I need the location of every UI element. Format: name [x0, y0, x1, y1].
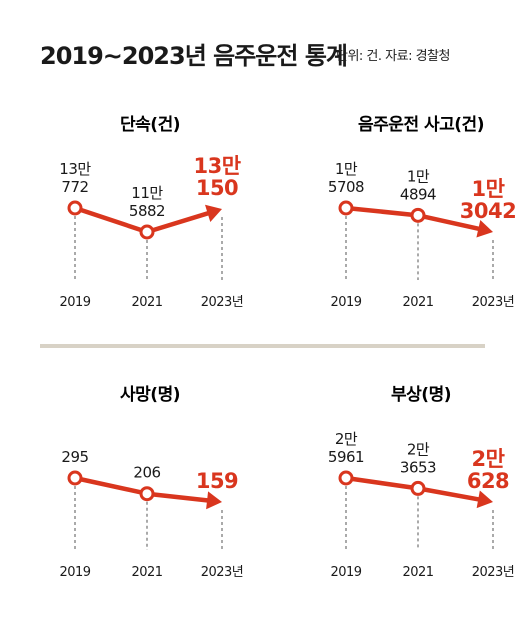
- x-tick-label: 2021: [131, 565, 162, 580]
- divider: [40, 344, 485, 348]
- value-label: 1만 3042: [460, 177, 516, 223]
- x-tick-label: 2023년: [201, 295, 244, 310]
- value-label-line: 206: [133, 464, 160, 482]
- value-label-line: 13만: [193, 154, 240, 178]
- data-point: [67, 200, 83, 216]
- value-label-line: 1만: [407, 167, 430, 185]
- value-label-line: 4894: [400, 185, 436, 203]
- value-label-line: 2만: [472, 447, 505, 471]
- x-tick-label: 2019: [59, 565, 90, 580]
- value-label-line: 150: [196, 176, 238, 200]
- arrow-head: [476, 219, 493, 238]
- panel-injuries: 부상(명) 2만 5961 2만 3653 2만 628 2019 2021 2023년: [265, 350, 530, 630]
- data-point: [338, 200, 354, 216]
- value-label-line: 1만: [335, 160, 358, 178]
- value-label-line: 13만: [59, 160, 91, 178]
- value-label: 206: [133, 464, 160, 482]
- x-tick-label: 2021: [402, 565, 433, 580]
- panel-title: 부상(명): [391, 385, 451, 405]
- panel-accidents: 음주운전 사고(건) 1만 5708 1만 4894 1만 3042 2019 2021 2023…: [265, 80, 530, 360]
- value-label: 2만 5961: [328, 430, 364, 466]
- value-label-line: 159: [196, 469, 238, 493]
- value-label-line: 2만: [335, 430, 358, 448]
- value-label: 2만 3653: [400, 440, 436, 476]
- arrow-head: [476, 490, 493, 509]
- value-label: 2만 628: [467, 447, 509, 493]
- value-label-line: 1만: [472, 177, 505, 201]
- data-point: [410, 207, 426, 223]
- x-tick-label: 2023년: [201, 565, 244, 580]
- value-label-line: 628: [467, 469, 509, 493]
- data-point: [139, 486, 155, 502]
- value-label-line: 5882: [129, 202, 165, 220]
- value-label: 1만 5708: [328, 160, 364, 196]
- value-label-line: 772: [61, 178, 88, 196]
- data-point: [338, 470, 354, 486]
- header: 2019~2023년 음주운전 통계 단위: 건. 자료: 경찰청: [0, 0, 530, 80]
- x-tick-label: 2019: [330, 295, 361, 310]
- x-tick-label: 2023년: [472, 565, 515, 580]
- value-label-line: 295: [61, 448, 88, 466]
- chart-title: 2019~2023년 음주운전 통계: [40, 42, 348, 70]
- value-label-line: 3653: [400, 458, 436, 476]
- value-label: 13만 772: [59, 160, 91, 196]
- data-point: [410, 480, 426, 496]
- arrow-head: [206, 491, 222, 510]
- value-label-line: 2만: [407, 440, 430, 458]
- chart-svg-deaths: 사망(명) 295 206 159 2019 2021 2023년: [59, 385, 244, 580]
- x-tick-label: 2021: [402, 295, 433, 310]
- value-label-line: 5961: [328, 448, 364, 466]
- data-point: [139, 224, 155, 240]
- panel-title: 사망(명): [120, 385, 180, 405]
- value-label-line: 3042: [460, 199, 516, 223]
- value-label-line: 11만: [131, 184, 163, 202]
- x-tick-label: 2019: [59, 295, 90, 310]
- arrow-head: [205, 204, 222, 223]
- panel-crackdown: 단속(건) 13만 772 11만 5882 13만 150 2019 2021 2023년: [0, 80, 265, 360]
- value-label-line: 5708: [328, 178, 364, 196]
- source-note: 단위: 건. 자료: 경찰청: [336, 49, 450, 64]
- value-label: 295: [61, 448, 88, 466]
- value-label: 13만 150: [193, 154, 240, 200]
- value-label: 159: [196, 469, 238, 493]
- x-tick-label: 2023년: [472, 295, 515, 310]
- x-tick-label: 2019: [330, 565, 361, 580]
- value-label: 1만 4894: [400, 167, 436, 203]
- x-tick-label: 2021: [131, 295, 162, 310]
- value-label: 11만 5882: [129, 184, 165, 220]
- data-point: [67, 470, 83, 486]
- panel-title: 단속(건): [120, 115, 180, 135]
- panel-deaths: 사망(명) 295 206 159 2019 2021 2023년: [0, 350, 265, 630]
- panel-title: 음주운전 사고(건): [358, 115, 484, 135]
